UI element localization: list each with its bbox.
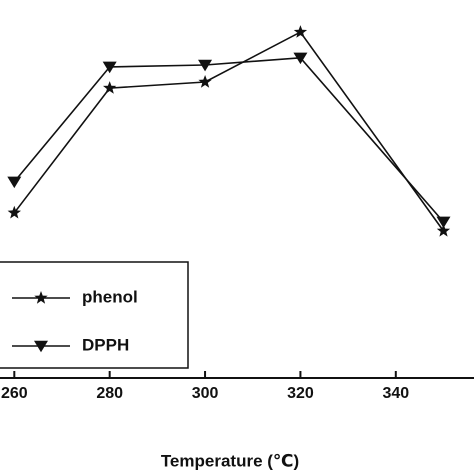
legend-box [0, 261, 189, 369]
legend: phenol DPPH [0, 261, 189, 369]
marker [436, 224, 451, 237]
x-axis-label: Temperature (℃) [161, 451, 299, 470]
marker [7, 176, 22, 189]
legend-label: phenol [82, 287, 138, 306]
marker [34, 340, 48, 353]
x-tick-label: 340 [382, 385, 409, 402]
series-line [13, 56, 445, 223]
marker [7, 205, 21, 219]
marker [103, 81, 117, 94]
x-tick-label: 260 [1, 385, 28, 402]
marker [293, 25, 308, 38]
marker [102, 61, 117, 74]
x-tick-label: 320 [287, 385, 314, 402]
marker [293, 52, 308, 65]
marker [198, 59, 213, 72]
x-tick-label: 280 [96, 385, 123, 402]
legend-label: DPPH [82, 335, 129, 354]
x-tick-label: 300 [192, 385, 219, 402]
marker [198, 75, 212, 88]
marker [436, 216, 451, 229]
marker [34, 291, 48, 304]
series-line [13, 31, 445, 232]
